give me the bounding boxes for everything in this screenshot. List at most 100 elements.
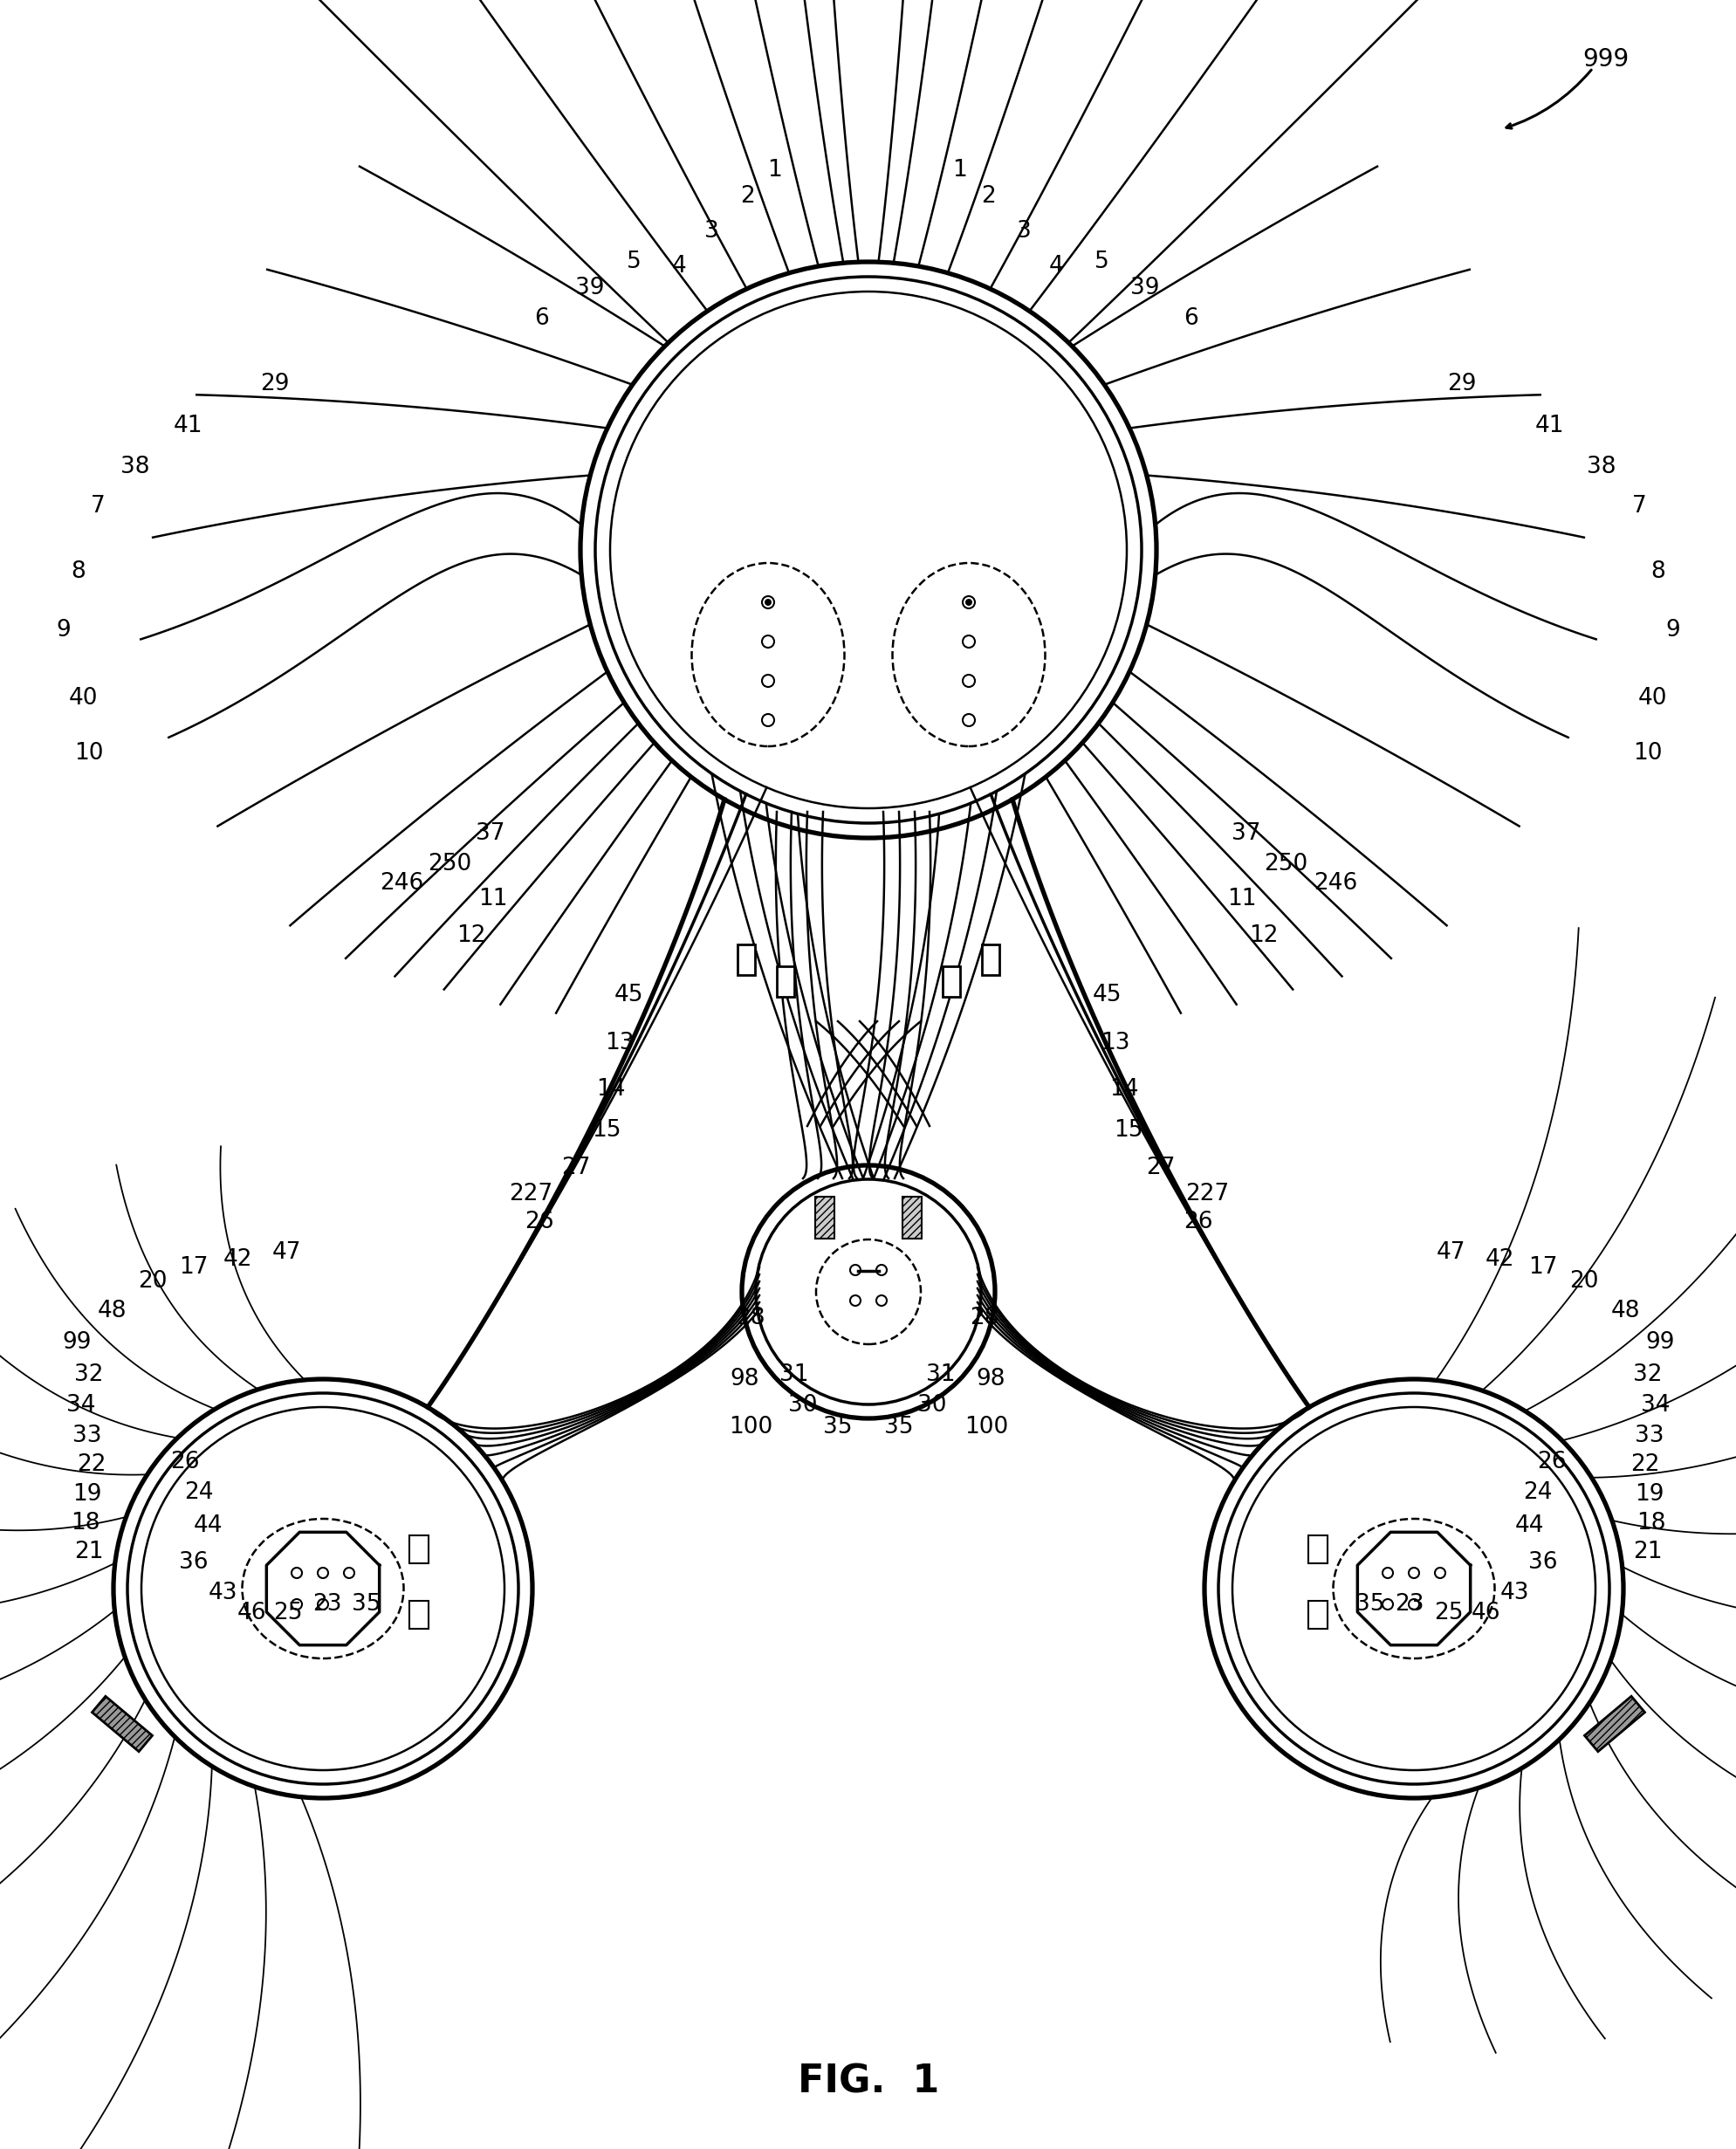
Text: 98: 98 bbox=[729, 1367, 759, 1390]
Text: 19: 19 bbox=[1634, 1483, 1663, 1506]
Text: 46: 46 bbox=[236, 1601, 266, 1625]
Text: 13: 13 bbox=[1101, 1032, 1130, 1055]
Bar bbox=[981, 943, 998, 976]
Text: 99: 99 bbox=[1644, 1330, 1674, 1354]
Circle shape bbox=[764, 600, 771, 606]
Text: 19: 19 bbox=[73, 1483, 102, 1506]
Text: 2: 2 bbox=[981, 185, 995, 208]
Text: 17: 17 bbox=[179, 1255, 208, 1279]
Text: 48: 48 bbox=[97, 1300, 127, 1322]
Text: 35: 35 bbox=[1356, 1592, 1384, 1616]
Text: 34: 34 bbox=[1641, 1395, 1670, 1416]
Text: 43: 43 bbox=[1498, 1582, 1528, 1605]
Circle shape bbox=[965, 600, 972, 606]
Text: 26: 26 bbox=[170, 1451, 200, 1474]
Text: 21: 21 bbox=[75, 1541, 104, 1562]
Text: 35: 35 bbox=[884, 1416, 913, 1438]
Text: 5: 5 bbox=[627, 251, 641, 273]
Text: 39: 39 bbox=[1130, 277, 1160, 299]
Text: 10: 10 bbox=[1632, 741, 1661, 765]
Text: 44: 44 bbox=[193, 1515, 222, 1537]
Text: 100: 100 bbox=[963, 1416, 1007, 1438]
Text: 14: 14 bbox=[595, 1079, 625, 1100]
Text: 22: 22 bbox=[76, 1453, 106, 1476]
Text: 15: 15 bbox=[592, 1120, 621, 1141]
Text: 47: 47 bbox=[271, 1242, 300, 1264]
Text: 24: 24 bbox=[184, 1481, 214, 1504]
Text: 28: 28 bbox=[969, 1307, 998, 1330]
Text: 46: 46 bbox=[1470, 1601, 1500, 1625]
Text: 30: 30 bbox=[917, 1395, 946, 1416]
Text: 22: 22 bbox=[1630, 1453, 1660, 1476]
Text: 24: 24 bbox=[1522, 1481, 1552, 1504]
FancyBboxPatch shape bbox=[1583, 1696, 1644, 1751]
Text: 250: 250 bbox=[427, 853, 470, 875]
Text: 9: 9 bbox=[1665, 619, 1680, 643]
Text: 4: 4 bbox=[1049, 256, 1062, 277]
Text: 7: 7 bbox=[1632, 494, 1646, 518]
Text: 3: 3 bbox=[703, 219, 719, 243]
Text: 47: 47 bbox=[1436, 1242, 1465, 1264]
Text: 42: 42 bbox=[222, 1249, 252, 1270]
Text: 12: 12 bbox=[457, 924, 486, 948]
Text: 28: 28 bbox=[736, 1307, 766, 1330]
Text: 26: 26 bbox=[1184, 1210, 1212, 1234]
Text: 27: 27 bbox=[1146, 1156, 1175, 1180]
Text: 34: 34 bbox=[66, 1395, 95, 1416]
Bar bbox=[943, 967, 960, 997]
Text: 39: 39 bbox=[575, 277, 604, 299]
Text: 246: 246 bbox=[1312, 872, 1356, 894]
Text: 12: 12 bbox=[1248, 924, 1278, 948]
Text: 32: 32 bbox=[75, 1362, 104, 1386]
Text: 6: 6 bbox=[1184, 307, 1198, 331]
Text: 250: 250 bbox=[1264, 853, 1307, 875]
Text: 33: 33 bbox=[73, 1425, 102, 1446]
Text: 45: 45 bbox=[613, 984, 642, 1006]
Text: 25: 25 bbox=[1434, 1601, 1463, 1625]
Text: 41: 41 bbox=[174, 415, 201, 436]
Text: 29: 29 bbox=[1446, 372, 1476, 395]
Text: FIG.  1: FIG. 1 bbox=[797, 2063, 939, 2100]
Text: 15: 15 bbox=[1113, 1120, 1142, 1141]
FancyBboxPatch shape bbox=[92, 1696, 153, 1751]
Text: 10: 10 bbox=[75, 741, 104, 765]
Text: 6: 6 bbox=[533, 307, 549, 331]
Text: 98: 98 bbox=[976, 1367, 1005, 1390]
Text: 30: 30 bbox=[788, 1395, 818, 1416]
Text: 13: 13 bbox=[604, 1032, 634, 1055]
Text: 29: 29 bbox=[260, 372, 290, 395]
Text: 25: 25 bbox=[273, 1601, 302, 1625]
Text: 3: 3 bbox=[1016, 219, 1031, 243]
Text: 14: 14 bbox=[1109, 1079, 1139, 1100]
Bar bbox=[1307, 1601, 1326, 1629]
Bar bbox=[738, 943, 755, 976]
Text: 11: 11 bbox=[479, 888, 507, 911]
Text: 37: 37 bbox=[1231, 823, 1260, 845]
Text: 999: 999 bbox=[1581, 47, 1628, 71]
Text: 18: 18 bbox=[1635, 1511, 1665, 1534]
Text: 31: 31 bbox=[925, 1362, 955, 1386]
Text: 26: 26 bbox=[524, 1210, 554, 1234]
Text: 21: 21 bbox=[1632, 1541, 1661, 1562]
Text: 227: 227 bbox=[1184, 1182, 1229, 1206]
Text: 23: 23 bbox=[312, 1592, 342, 1616]
Text: 32: 32 bbox=[1632, 1362, 1661, 1386]
Text: 35: 35 bbox=[352, 1592, 380, 1616]
Text: 227: 227 bbox=[509, 1182, 552, 1206]
Bar bbox=[814, 1197, 833, 1238]
Text: 26: 26 bbox=[1536, 1451, 1566, 1474]
Text: 8: 8 bbox=[1651, 561, 1665, 582]
Text: 9: 9 bbox=[56, 619, 71, 643]
Text: 11: 11 bbox=[1227, 888, 1255, 911]
Text: 23: 23 bbox=[1394, 1592, 1424, 1616]
Text: 1: 1 bbox=[953, 159, 967, 181]
Text: 38: 38 bbox=[1587, 456, 1616, 479]
Text: 20: 20 bbox=[139, 1270, 167, 1294]
Text: 40: 40 bbox=[1637, 688, 1667, 709]
Text: 27: 27 bbox=[561, 1156, 590, 1180]
Text: 40: 40 bbox=[68, 688, 97, 709]
Text: 48: 48 bbox=[1609, 1300, 1639, 1322]
Text: 17: 17 bbox=[1528, 1255, 1557, 1279]
Bar bbox=[1307, 1534, 1326, 1562]
Text: 1: 1 bbox=[767, 159, 781, 181]
